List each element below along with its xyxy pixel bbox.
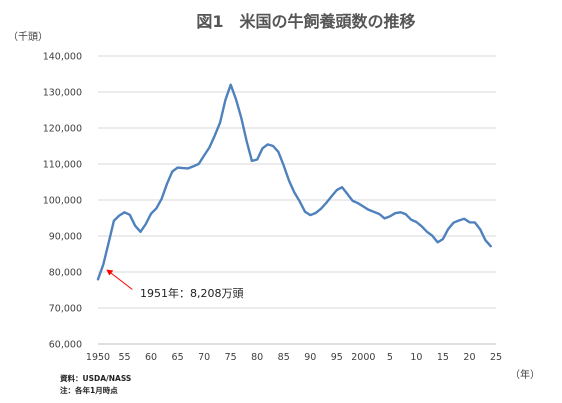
y-tick-label: 90,000 (49, 232, 82, 243)
annotation-layer: 1951年：8,208万頭 (106, 269, 244, 300)
x-tick-label: 60 (145, 352, 157, 363)
x-tick-label: 95 (331, 352, 343, 363)
x-tick-label: 10 (410, 352, 422, 363)
x-tick-label: 5 (387, 352, 393, 363)
x-tick-label: 20 (463, 352, 475, 363)
y-axis-ticks: 60,000 70,000 80,000 90,000 100,000 110,000 12… (43, 52, 82, 351)
x-unit-label: （年） (510, 368, 540, 381)
x-axis-ticks: 1950 55 60 65 70 75 80 85 90 95 2000 5 10 15 20 25 (86, 352, 502, 363)
source-note: 資料：USDA/NASS (60, 373, 131, 383)
chart-title: 図1 米国の牛飼養頭数の推移 (196, 12, 415, 31)
x-tick-label: 65 (172, 352, 184, 363)
x-tick-label: 90 (304, 352, 316, 363)
x-tick-label: 25 (490, 352, 502, 363)
annotation-label: 1951年：8,208万頭 (140, 286, 244, 300)
y-tick-label: 120,000 (43, 124, 82, 135)
series-line (96, 83, 492, 281)
y-tick-label: 100,000 (43, 196, 82, 207)
y-unit-label: （千頭） (8, 31, 48, 43)
y-tick-label: 140,000 (43, 52, 82, 63)
series-layer (96, 83, 492, 281)
annotation-arrow-line (110, 272, 133, 290)
y-tick-label: 70,000 (49, 304, 82, 315)
footnote: 注：各年1月時点 (60, 385, 118, 395)
gridlines (98, 55, 496, 345)
x-tick-label: 1950 (86, 352, 110, 363)
x-tick-label: 85 (278, 352, 290, 363)
y-tick-label: 80,000 (49, 268, 82, 279)
x-tick-label: 15 (437, 352, 449, 363)
x-tick-label: 55 (118, 352, 130, 363)
x-tick-label: 75 (225, 352, 237, 363)
y-tick-label: 60,000 (49, 340, 82, 351)
x-tick-label: 70 (198, 352, 210, 363)
annotation-arrow-head (106, 269, 114, 276)
x-tick-label: 2000 (351, 352, 375, 363)
x-tick-label: 80 (251, 352, 263, 363)
y-tick-label: 130,000 (43, 88, 82, 99)
y-tick-label: 110,000 (43, 160, 82, 171)
